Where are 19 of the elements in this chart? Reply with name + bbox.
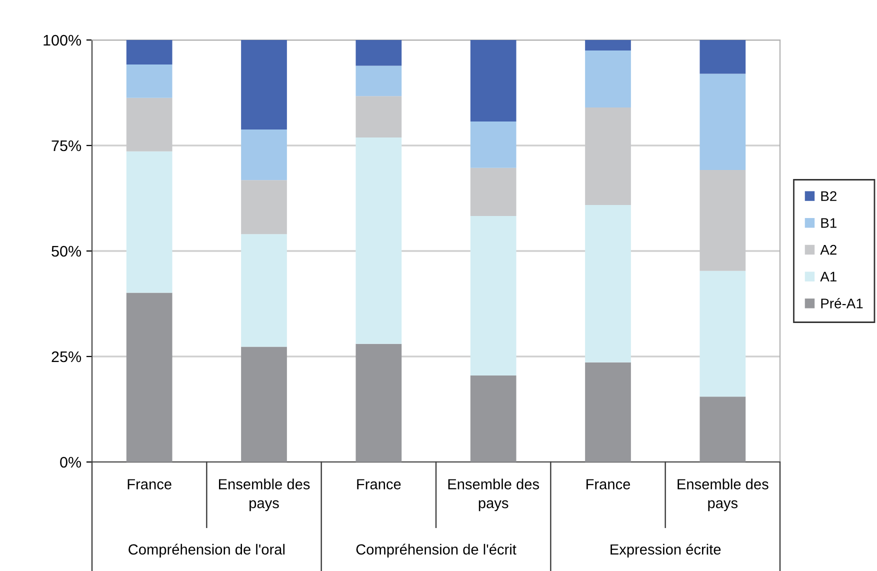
x-tick-label: France <box>357 479 401 490</box>
text: Compréhension de l'oral <box>128 544 285 558</box>
y-tick-label: 50% <box>52 246 82 257</box>
legend-label: A2 <box>820 244 836 255</box>
y-tick-label: 25% <box>52 351 82 362</box>
legend-label: B1 <box>821 218 836 228</box>
legend-label: A1 <box>820 272 836 282</box>
y-tick-label: 0% <box>60 456 82 468</box>
y-tick-label: 75% <box>52 140 82 152</box>
legend-label: Pré-A1 <box>821 298 863 308</box>
x-tick-label: France <box>586 479 630 490</box>
text: Compréhension de l'écrit <box>356 544 516 558</box>
legend-label: B2 <box>821 191 836 201</box>
x-tick-label: Ensemble des pays <box>218 478 310 512</box>
x-tick-label: Ensemble des pays <box>448 478 540 512</box>
x-tick-label: Ensemble des pays <box>678 478 768 512</box>
text: Expression écrite <box>610 544 721 558</box>
y-tick-label: 100% <box>44 34 82 46</box>
x-tick-label: France <box>128 479 172 490</box>
